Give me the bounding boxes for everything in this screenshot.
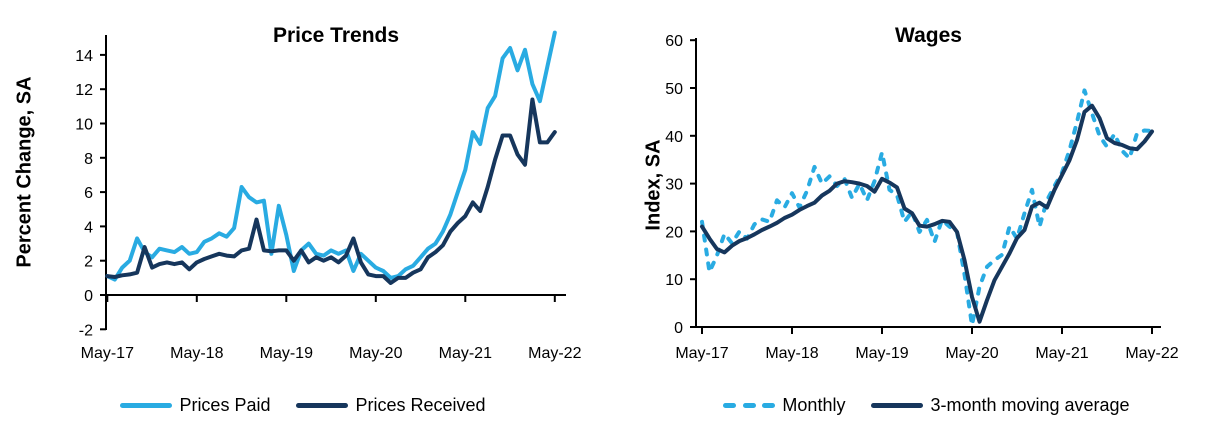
y-axis-tick-label: 14	[75, 48, 93, 65]
x-axis-tick-label: May-18	[170, 345, 223, 362]
y-axis-tick-label: 10	[665, 272, 683, 289]
prices-paid-line-swatch	[120, 402, 173, 408]
x-axis-tick-label: May-21	[439, 345, 492, 362]
y-axis-tick-label: 2	[84, 254, 93, 271]
wages-legend: Monthly 3-month moving average	[640, 390, 1213, 420]
legend-dash-segment	[723, 402, 737, 408]
y-axis-tick-label: 30	[665, 177, 683, 194]
legend-dash-segment	[742, 402, 756, 408]
x-axis-tick-label: May-20	[945, 345, 998, 362]
legend-item-prices-received: Prices Received	[296, 394, 486, 416]
y-axis-tick-label: -2	[79, 322, 93, 339]
y-axis-tick-label: 0	[84, 288, 93, 305]
x-axis-tick-label: May-21	[1035, 345, 1088, 362]
y-axis-tick-label: 50	[665, 81, 683, 98]
series-line-monthly	[700, 88, 1154, 328]
y-axis-tick-label: 8	[84, 151, 93, 168]
x-axis-tick-label: May-22	[528, 345, 581, 362]
wages-chart-title: Wages	[895, 24, 962, 47]
y-axis-tick-label: 20	[665, 224, 683, 241]
y-axis-tick-label: 40	[665, 129, 683, 146]
price-trends-chart-title: Price Trends	[272, 24, 400, 47]
series-line-3-month-moving-average	[700, 103, 1154, 324]
y-axis-tick-label: 0	[674, 320, 683, 337]
legend-item-prices-paid: Prices Paid	[120, 395, 270, 416]
x-axis-tick-label: May-17	[81, 345, 134, 362]
y-axis-tick-label: 12	[75, 82, 93, 99]
price-trends-legend: Prices Paid Prices Received	[0, 390, 606, 420]
wages-y-axis-title: Index, SA	[642, 139, 665, 231]
y-axis-tick-label: 4	[84, 219, 93, 236]
legend-dash-segment	[762, 402, 776, 408]
series-line-prices-received	[105, 97, 557, 285]
x-axis-tick-label: May-19	[260, 345, 313, 362]
legend-label-monthly: Monthly	[782, 394, 846, 415]
y-axis-tick-label: 6	[84, 185, 93, 202]
x-axis-tick-label: May-20	[349, 345, 402, 362]
legend-label-3-month-moving-average: 3-month moving average	[930, 394, 1130, 415]
monthly-dashed-line-swatch	[723, 402, 776, 408]
x-axis-tick-label: May-17	[675, 345, 728, 362]
x-axis-tick-label: May-22	[1125, 345, 1178, 362]
series-line-prices-paid	[105, 30, 557, 282]
x-axis-tick-label: May-19	[855, 345, 908, 362]
x-axis-tick-label: May-18	[765, 345, 818, 362]
legend-label-prices-paid: Prices Paid	[179, 394, 271, 415]
legend-label-prices-received: Prices Received	[355, 394, 486, 415]
legend-item-3-month-moving-average: 3-month moving average	[871, 394, 1130, 416]
prices-received-line-swatch	[296, 402, 349, 408]
price-trends-y-axis-title: Percent Change, SA	[13, 76, 36, 268]
y-axis-tick-label: 10	[75, 117, 93, 134]
moving-average-line-swatch	[871, 402, 924, 408]
legend-item-monthly: Monthly	[723, 395, 845, 416]
y-axis-tick-label: 60	[665, 33, 683, 50]
